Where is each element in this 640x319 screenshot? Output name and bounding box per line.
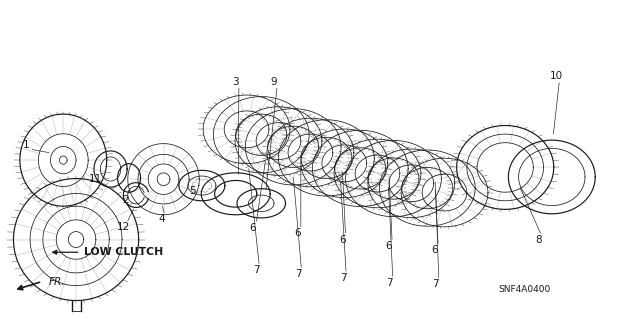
- Text: 8: 8: [535, 234, 541, 245]
- Text: FR.: FR.: [49, 278, 65, 287]
- Text: 7: 7: [295, 269, 301, 279]
- Text: 11: 11: [88, 174, 102, 183]
- Text: 9: 9: [271, 77, 277, 87]
- Text: 6: 6: [250, 223, 256, 233]
- Text: 3: 3: [232, 77, 239, 87]
- Text: 7: 7: [387, 278, 393, 288]
- Text: 5: 5: [189, 186, 196, 196]
- Text: LOW CLUTCH: LOW CLUTCH: [84, 247, 163, 257]
- Text: 4: 4: [158, 214, 165, 224]
- Text: 6: 6: [431, 245, 438, 255]
- Text: 7: 7: [340, 273, 346, 283]
- Text: 7: 7: [253, 265, 259, 275]
- Text: 12: 12: [116, 222, 130, 232]
- Text: 2: 2: [122, 195, 129, 205]
- Text: 6: 6: [294, 228, 301, 238]
- Text: 10: 10: [550, 71, 563, 81]
- Text: 1: 1: [23, 140, 29, 150]
- Text: 6: 6: [339, 234, 346, 245]
- Text: SNF4A0400: SNF4A0400: [498, 285, 550, 294]
- Text: 7: 7: [432, 279, 439, 289]
- Text: 6: 6: [386, 241, 392, 251]
